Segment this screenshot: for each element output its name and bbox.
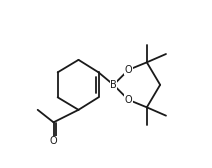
Text: O: O	[125, 95, 132, 105]
Text: B: B	[110, 80, 117, 90]
Text: O: O	[50, 136, 57, 146]
Text: O: O	[125, 65, 132, 75]
